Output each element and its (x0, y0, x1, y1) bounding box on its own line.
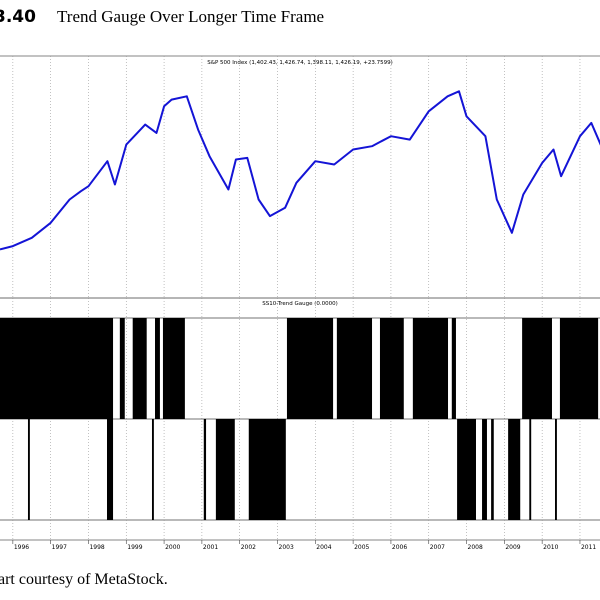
caption: art courtesy of MetaStock. (0, 571, 168, 588)
x-tick-label: 2001 (203, 544, 218, 551)
x-tick-label: 2008 (468, 544, 483, 551)
gauge-bar (491, 419, 494, 520)
x-tick-label: 2002 (241, 544, 256, 551)
gauge-bar (451, 318, 456, 419)
gauge-bar (132, 318, 147, 419)
gauge-bar (379, 318, 404, 419)
x-tick-label: 1999 (127, 544, 142, 551)
x-tick-label: 2006 (392, 544, 407, 551)
gauge-bar (203, 419, 207, 520)
gauge-bar (119, 318, 125, 419)
x-tick-label: 2005 (354, 544, 369, 551)
price-title: S&P 500 Index (1,402.43, 1,426.74, 1,398… (207, 60, 393, 66)
gauge-bar (508, 419, 521, 520)
gauge-bar (482, 419, 487, 520)
gauge-bar (151, 419, 154, 520)
x-tick-label: 2000 (165, 544, 180, 551)
x-tick-label: 2009 (505, 544, 520, 551)
gauge-panel (0, 297, 600, 541)
gauge-bar (0, 318, 114, 419)
x-tick-label: 2007 (430, 544, 445, 551)
gauge-bar (286, 318, 334, 419)
figure-title: Trend Gauge Over Longer Time Frame (57, 7, 324, 26)
x-tick-label: 1997 (52, 544, 67, 551)
gauge-bar (555, 419, 557, 520)
gauge-bar (336, 318, 373, 419)
x-tick-label: 2004 (316, 544, 331, 551)
x-tick-label: 2010 (543, 544, 558, 551)
x-tick-label: 2003 (279, 544, 294, 551)
gauge-bar (248, 419, 286, 520)
gauge-title: SS10-Trend Gauge (0.0000) (262, 301, 338, 307)
price-line (0, 90, 600, 251)
x-tick-label: 1998 (89, 544, 104, 551)
x-tick-label: 2011 (581, 544, 596, 551)
gauge-bar (27, 419, 30, 520)
gauge-bar (155, 318, 160, 419)
gauge-bar (457, 419, 476, 520)
gauge-bar (162, 318, 185, 419)
gauge-bar (522, 318, 552, 419)
price-panel (0, 55, 600, 299)
gauge-bar (215, 419, 235, 520)
gauge-bar (559, 318, 599, 419)
gauge-bar (412, 318, 449, 419)
x-tick-label: 1996 (14, 544, 29, 551)
gauge-bar (529, 419, 532, 520)
figure-number: 3.40 (0, 7, 36, 27)
gauge-bar (106, 419, 114, 520)
